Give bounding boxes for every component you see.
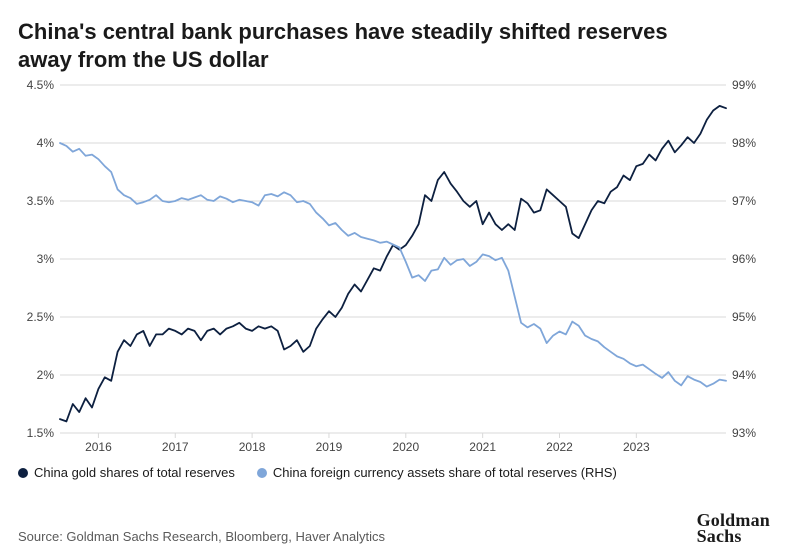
svg-text:2%: 2% xyxy=(37,368,55,382)
svg-text:96%: 96% xyxy=(732,252,756,266)
legend: China gold shares of total reserves Chin… xyxy=(18,465,770,480)
svg-text:4.5%: 4.5% xyxy=(27,79,55,92)
svg-text:93%: 93% xyxy=(732,426,756,440)
footer: Source: Goldman Sachs Research, Bloomber… xyxy=(18,512,770,544)
svg-text:2019: 2019 xyxy=(316,440,343,454)
legend-item-gold: China gold shares of total reserves xyxy=(18,465,235,480)
svg-text:2020: 2020 xyxy=(392,440,419,454)
svg-text:3.5%: 3.5% xyxy=(27,194,55,208)
svg-text:97%: 97% xyxy=(732,194,756,208)
svg-text:2.5%: 2.5% xyxy=(27,310,55,324)
svg-text:94%: 94% xyxy=(732,368,756,382)
legend-label: China gold shares of total reserves xyxy=(34,465,235,480)
svg-text:4%: 4% xyxy=(37,136,55,150)
svg-text:2016: 2016 xyxy=(85,440,112,454)
legend-label: China foreign currency assets share of t… xyxy=(273,465,617,480)
chart-card: China's central bank purchases have stea… xyxy=(0,0,788,558)
svg-text:2022: 2022 xyxy=(546,440,573,454)
svg-text:2021: 2021 xyxy=(469,440,496,454)
svg-text:3%: 3% xyxy=(37,252,55,266)
goldman-sachs-logo: Goldman Sachs xyxy=(697,512,770,544)
svg-text:99%: 99% xyxy=(732,79,756,92)
svg-text:2023: 2023 xyxy=(623,440,650,454)
svg-text:2017: 2017 xyxy=(162,440,189,454)
chart-title: China's central bank purchases have stea… xyxy=(18,18,698,73)
logo-line2: Sachs xyxy=(697,528,770,544)
svg-text:98%: 98% xyxy=(732,136,756,150)
svg-text:1.5%: 1.5% xyxy=(27,426,55,440)
chart-plot: 1.5% 2% 2.5% 3% 3.5% 4% 4.5% 93% 94% 95% 96% 97% 98%… xyxy=(18,79,770,459)
legend-item-fx: China foreign currency assets share of t… xyxy=(257,465,617,480)
svg-text:95%: 95% xyxy=(732,310,756,324)
legend-dot-icon xyxy=(257,468,267,478)
source-text: Source: Goldman Sachs Research, Bloomber… xyxy=(18,529,385,544)
line-chart-svg: 1.5% 2% 2.5% 3% 3.5% 4% 4.5% 93% 94% 95% 96% 97% 98%… xyxy=(18,79,770,459)
svg-text:2018: 2018 xyxy=(239,440,266,454)
legend-dot-icon xyxy=(18,468,28,478)
